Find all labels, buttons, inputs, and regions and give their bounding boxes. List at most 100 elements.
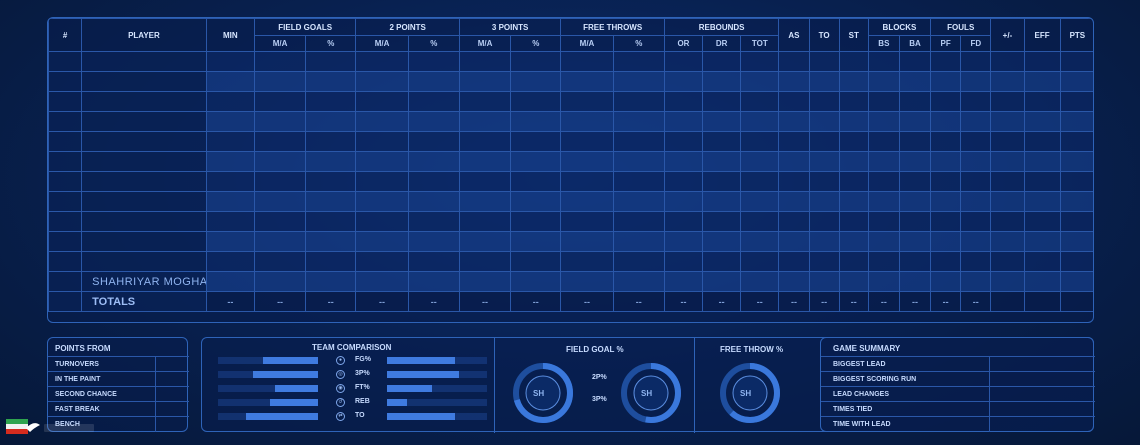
cell-p2_ma — [355, 51, 409, 72]
header-fg-percent[interactable]: % — [305, 35, 357, 52]
cell-num — [48, 211, 83, 232]
header-blocked-shots[interactable]: BS — [867, 35, 900, 52]
header-3p-percent[interactable]: % — [510, 35, 562, 52]
table-row[interactable] — [48, 171, 1093, 192]
points-from-label: SECOND CHANCE — [55, 391, 117, 398]
cell-p3_pct — [510, 271, 562, 292]
cell-to — [808, 151, 840, 172]
header-ft-made-attempted[interactable]: M/A — [560, 35, 614, 52]
cell-dr — [702, 171, 742, 192]
cell-fg_ma — [253, 111, 307, 132]
cell-pts — [1059, 91, 1093, 112]
cell-st — [838, 71, 869, 92]
header-total-rebounds[interactable]: TOT — [740, 35, 780, 52]
table-row[interactable] — [48, 51, 1093, 72]
cell-tot: -- — [740, 291, 780, 312]
cell-p2_pct — [407, 151, 460, 172]
header-blocks-against[interactable]: BA — [898, 35, 932, 52]
cell-p3_ma — [458, 231, 512, 252]
table-row[interactable] — [48, 251, 1093, 272]
cell-fd — [960, 271, 992, 292]
cell-tot — [740, 191, 780, 212]
cell-as — [778, 71, 810, 92]
cell-p3_ma: -- — [458, 291, 512, 312]
table-row[interactable] — [48, 191, 1093, 212]
cell-as — [778, 271, 810, 292]
header-assists[interactable]: AS — [778, 18, 810, 52]
cell-fg_ma: -- — [253, 291, 307, 312]
header-fouls-drawn[interactable]: FD — [960, 35, 992, 52]
cell-fg_pct — [305, 151, 357, 172]
header-ft-percent[interactable]: % — [612, 35, 665, 52]
table-row[interactable]: SHAHRIYAR MOGHADDAMI — [48, 271, 1093, 292]
points-from-row: TURNOVERS — [48, 356, 189, 372]
cell-min — [205, 91, 255, 112]
header-steals[interactable]: ST — [838, 18, 869, 52]
column-divider — [989, 402, 990, 417]
cell-num — [48, 291, 83, 312]
header-2p-percent[interactable]: % — [407, 35, 460, 52]
header-player[interactable]: PLAYER — [81, 18, 207, 52]
points-from-title: POINTS FROM — [55, 344, 111, 353]
cell-ft_ma — [560, 111, 614, 132]
game-summary-label: BIGGEST LEAD — [833, 361, 886, 368]
cell-fg_ma — [253, 51, 307, 72]
cell-eff — [1023, 291, 1061, 312]
game-summary-row: TIME WITH LEAD — [821, 416, 1095, 432]
header-points[interactable]: PTS — [1059, 18, 1093, 52]
header-3p-made-attempted[interactable]: M/A — [458, 35, 512, 52]
team-comparison-label: REB — [355, 398, 370, 405]
team-right-bar — [387, 413, 487, 420]
cell-bs — [867, 231, 900, 252]
cell-st — [838, 231, 869, 252]
cell-dr — [702, 151, 742, 172]
cell-ft_pct — [612, 191, 665, 212]
cell-fd — [960, 211, 992, 232]
header-fg-made-attempted[interactable]: M/A — [253, 35, 307, 52]
header-personal-fouls[interactable]: PF — [930, 35, 962, 52]
cell-to — [808, 171, 840, 192]
header-2p-made-attempted[interactable]: M/A — [355, 35, 409, 52]
cell-num — [48, 151, 83, 172]
header-offensive-rebounds[interactable]: OR — [663, 35, 704, 52]
cell-p2_pct — [407, 51, 460, 72]
cell-ba — [898, 251, 932, 272]
header-number[interactable]: # — [48, 18, 83, 52]
table-row[interactable] — [48, 211, 1093, 232]
header-fouls: FOULS — [930, 18, 992, 36]
game-summary-label: LEAD CHANGES — [833, 391, 890, 398]
table-row[interactable] — [48, 91, 1093, 112]
totals-row[interactable]: TOTALS -- -- -- -- -- -- -- -- -- -- -- -- -- -- -- -- --… — [48, 291, 1093, 312]
table-row[interactable] — [48, 231, 1093, 252]
cell-ba — [898, 191, 932, 212]
table-row[interactable] — [48, 111, 1093, 132]
cell-p3_pct — [510, 171, 562, 192]
cell-player — [81, 191, 207, 212]
cell-p3_ma — [458, 71, 512, 92]
header-defensive-rebounds[interactable]: DR — [702, 35, 742, 52]
header-plus-minus[interactable]: +/- — [990, 18, 1025, 52]
cell-ba — [898, 51, 932, 72]
cell-ft_pct — [612, 251, 665, 272]
header-turnovers[interactable]: TO — [808, 18, 840, 52]
cell-fg_pct — [305, 211, 357, 232]
table-row[interactable] — [48, 71, 1093, 92]
cell-fg_ma — [253, 171, 307, 192]
cell-p2_ma — [355, 271, 409, 292]
table-row[interactable] — [48, 151, 1093, 172]
panel-divider — [494, 338, 495, 433]
cell-pts — [1059, 251, 1093, 272]
cell-pm — [990, 131, 1025, 152]
team-right-bar-fill — [387, 399, 407, 406]
table-row[interactable] — [48, 131, 1093, 152]
header-min[interactable]: MIN — [205, 18, 255, 52]
cell-pts — [1059, 51, 1093, 72]
cell-ba — [898, 151, 932, 172]
cell-pm — [990, 211, 1025, 232]
header-efficiency[interactable]: EFF — [1023, 18, 1061, 52]
cell-num — [48, 251, 83, 272]
cell-min — [205, 51, 255, 72]
cell-as — [778, 131, 810, 152]
cell-num — [48, 191, 83, 212]
cell-pm — [990, 291, 1025, 312]
